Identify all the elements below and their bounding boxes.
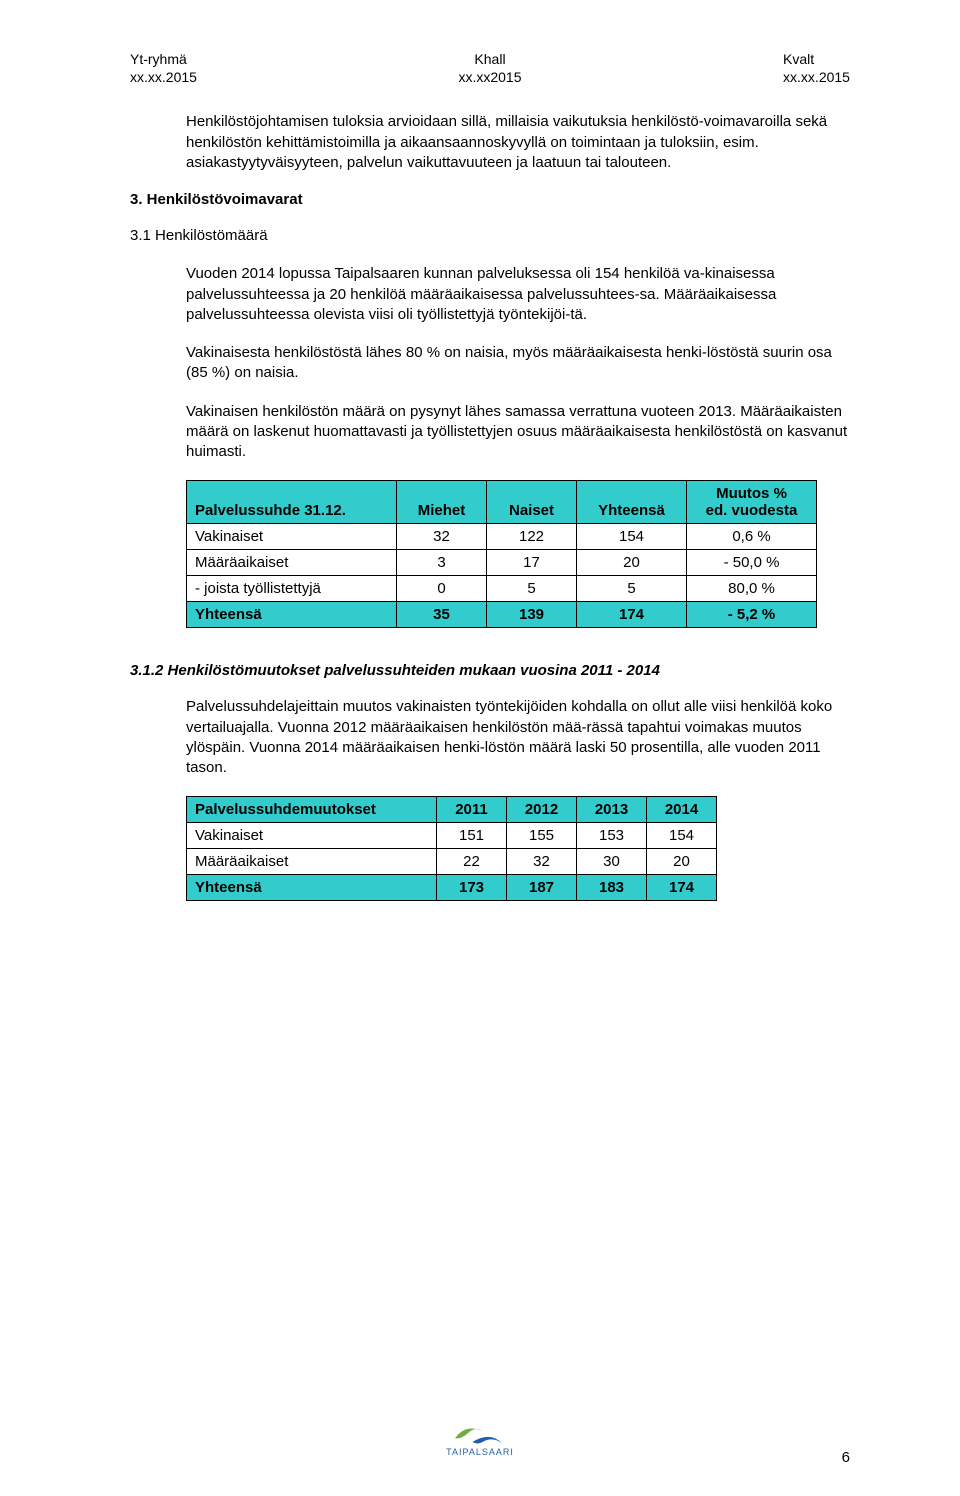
- table-row: - joista työllistettyjä05580,0 %: [187, 576, 817, 602]
- row-label: - joista työllistettyjä: [187, 576, 397, 602]
- cell: 5: [487, 576, 577, 602]
- footer: TAIPALSAARI: [0, 1421, 960, 1466]
- cell: 30: [577, 849, 647, 875]
- table-row: Määräaikaiset22323020: [187, 849, 717, 875]
- table-total-row: Yhteensä173187183174: [187, 875, 717, 901]
- header-right-top: Kvalt: [783, 50, 850, 68]
- table-row: Vakinaiset151155153154: [187, 823, 717, 849]
- table2-header: Palvelussuhdemuutokset: [187, 797, 437, 823]
- cell: 0,6 %: [687, 524, 817, 550]
- page-number: 6: [842, 1449, 850, 1466]
- section-312-title: 3.1.2 Henkilöstömuutokset palvelussuhtei…: [130, 662, 850, 679]
- table1-header: Naiset: [487, 481, 577, 524]
- cell: - 5,2 %: [687, 602, 817, 628]
- cell: 80,0 %: [687, 576, 817, 602]
- table2-header: 2012: [507, 797, 577, 823]
- table-palvelussuhde: Palvelussuhde 31.12.MiehetNaisetYhteensä…: [186, 480, 817, 628]
- para-31-2: Vakinaisesta henkilöstöstä lähes 80 % on…: [186, 343, 850, 384]
- table2-header: 2011: [437, 797, 507, 823]
- header-center-top: Khall: [458, 50, 521, 68]
- cell: 174: [577, 602, 687, 628]
- header-right-bottom: xx.xx.2015: [783, 68, 850, 86]
- table1-header: Muutos % ed. vuodesta: [687, 481, 817, 524]
- row-label: Vakinaiset: [187, 524, 397, 550]
- cell: 173: [437, 875, 507, 901]
- cell: 3: [397, 550, 487, 576]
- svg-text:TAIPALSAARI: TAIPALSAARI: [446, 1447, 514, 1457]
- cell: 0: [397, 576, 487, 602]
- total-label: Yhteensä: [187, 602, 397, 628]
- cell: 174: [647, 875, 717, 901]
- para-312-1: Palvelussuhdelajeittain muutos vakinaist…: [186, 697, 850, 778]
- cell: 187: [507, 875, 577, 901]
- cell: 155: [507, 823, 577, 849]
- cell: 183: [577, 875, 647, 901]
- section-31-title: 3.1 Henkilöstömäärä: [130, 226, 850, 246]
- row-label: Vakinaiset: [187, 823, 437, 849]
- row-label: Määräaikaiset: [187, 550, 397, 576]
- cell: 35: [397, 602, 487, 628]
- table-total-row: Yhteensä35139174- 5,2 %: [187, 602, 817, 628]
- cell: 20: [647, 849, 717, 875]
- logo-icon: TAIPALSAARI: [425, 1421, 535, 1461]
- table-muutokset: Palvelussuhdemuutokset2011201220132014Va…: [186, 796, 717, 901]
- cell: - 50,0 %: [687, 550, 817, 576]
- header-left-bottom: xx.xx.2015: [130, 68, 197, 86]
- table2-header: 2014: [647, 797, 717, 823]
- row-label: Määräaikaiset: [187, 849, 437, 875]
- table1-header: Miehet: [397, 481, 487, 524]
- header-center-bottom: xx.xx2015: [458, 68, 521, 86]
- table-row: Vakinaiset321221540,6 %: [187, 524, 817, 550]
- table1-header: Palvelussuhde 31.12.: [187, 481, 397, 524]
- cell: 17: [487, 550, 577, 576]
- cell: 153: [577, 823, 647, 849]
- cell: 32: [397, 524, 487, 550]
- cell: 139: [487, 602, 577, 628]
- table1-header: Yhteensä: [577, 481, 687, 524]
- cell: 22: [437, 849, 507, 875]
- page: Yt-ryhmä xx.xx.2015 Khall xx.xx2015 Kval…: [0, 0, 960, 1496]
- para-31-1: Vuoden 2014 lopussa Taipalsaaren kunnan …: [186, 264, 850, 325]
- table2-header: 2013: [577, 797, 647, 823]
- cell: 20: [577, 550, 687, 576]
- cell: 122: [487, 524, 577, 550]
- header-row: Yt-ryhmä xx.xx.2015 Khall xx.xx2015 Kval…: [130, 50, 850, 86]
- header-right: Kvalt xx.xx.2015: [783, 50, 850, 86]
- cell: 154: [647, 823, 717, 849]
- cell: 154: [577, 524, 687, 550]
- para-31-3: Vakinaisen henkilöstön määrä on pysynyt …: [186, 402, 850, 463]
- cell: 32: [507, 849, 577, 875]
- section-3-title: 3. Henkilöstövoimavarat: [130, 191, 850, 208]
- cell: 151: [437, 823, 507, 849]
- footer-logo: TAIPALSAARI: [425, 1421, 535, 1466]
- intro-paragraph: Henkilöstöjohtamisen tuloksia arvioidaan…: [186, 112, 850, 173]
- total-label: Yhteensä: [187, 875, 437, 901]
- header-center: Khall xx.xx2015: [458, 50, 521, 86]
- header-left: Yt-ryhmä xx.xx.2015: [130, 50, 197, 86]
- cell: 5: [577, 576, 687, 602]
- header-left-top: Yt-ryhmä: [130, 50, 197, 68]
- table-row: Määräaikaiset31720- 50,0 %: [187, 550, 817, 576]
